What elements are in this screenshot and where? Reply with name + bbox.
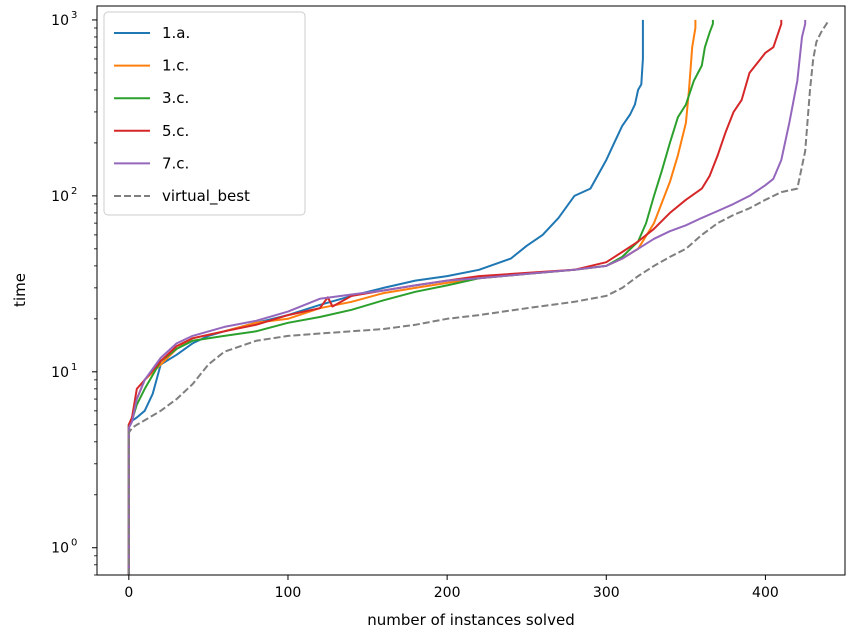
y-tick-label: 10 xyxy=(51,13,69,29)
series-line-6 xyxy=(127,19,830,575)
y-tick-label: 10 xyxy=(51,189,69,205)
y-tick-label: 10 xyxy=(51,365,69,381)
legend-label-3: 3.c. xyxy=(162,89,189,107)
legend-label-5: 7.c. xyxy=(162,154,189,172)
x-tick-label: 300 xyxy=(593,585,620,601)
x-axis-label: number of instances solved xyxy=(367,611,574,629)
series-layer xyxy=(127,19,830,575)
x-tick-label: 400 xyxy=(752,585,779,601)
legend-label-4: 5.c. xyxy=(162,122,189,140)
axes-frame xyxy=(96,5,846,576)
y-tick-exponent: 2 xyxy=(71,186,77,197)
y-axis-label: time xyxy=(11,273,29,307)
y-tick-label: 10 xyxy=(51,541,69,557)
series-line-5 xyxy=(127,19,807,575)
x-tick-label: 0 xyxy=(124,585,133,601)
legend: 1.a. 1.c. 3.c. 5.c. 7.c. virtual_best xyxy=(103,11,306,216)
legend-label-6: virtual_best xyxy=(162,187,250,206)
legend-label-2: 1.c. xyxy=(162,57,189,75)
y-tick-exponent: 3 xyxy=(71,10,77,21)
x-tick-label: 100 xyxy=(275,585,302,601)
series-line-4 xyxy=(127,19,783,575)
x-tick-label: 200 xyxy=(434,585,461,601)
series-line-1 xyxy=(127,19,644,575)
y-tick-exponent: 0 xyxy=(71,538,77,549)
legend-box xyxy=(103,11,306,216)
legend-label-1: 1.a. xyxy=(162,24,190,42)
x-axis-ticks: 0 100 200 300 400 xyxy=(124,575,779,601)
y-tick-exponent: 1 xyxy=(71,362,77,373)
